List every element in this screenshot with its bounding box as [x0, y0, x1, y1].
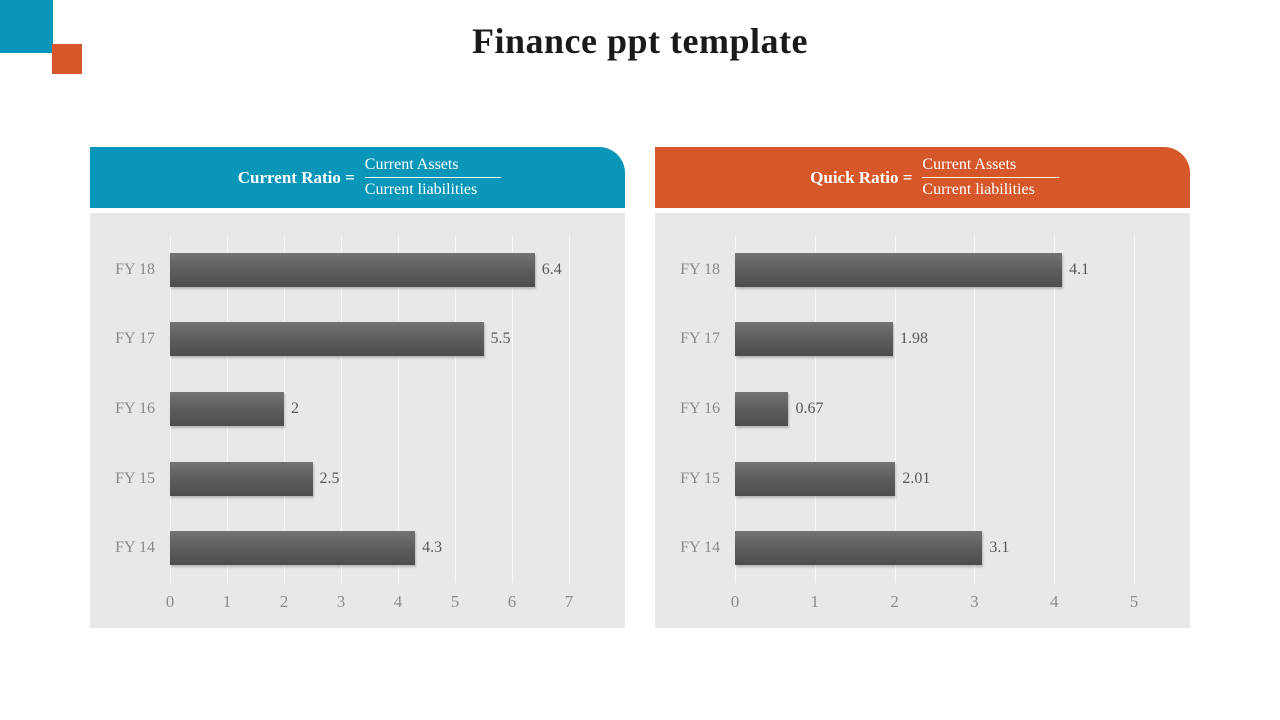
chart-row: FY 18 6.4 — [90, 235, 625, 305]
current-ratio-header: Current Ratio = Current Assets Current l… — [90, 147, 625, 208]
bar-track: 2 — [170, 391, 569, 426]
bar-fy-14 — [170, 531, 416, 566]
chart-row: FY 14 3.1 — [655, 513, 1190, 583]
gridline — [341, 235, 342, 583]
x-axis-tick-label: 4 — [1049, 592, 1059, 611]
quick-ratio-x-axis: 0 1 2 3 4 5 — [731, 583, 1139, 628]
bar-fy-18 — [735, 252, 1063, 287]
x-axis-tick-label: 6 — [507, 592, 517, 611]
gridline — [569, 235, 570, 583]
value-label: 2 — [291, 399, 299, 417]
bar-track: 4.1 — [735, 252, 1134, 287]
decor-orange-square — [52, 44, 82, 74]
category-label: FY 16 — [680, 399, 720, 417]
current-ratio-formula-label: Current Ratio = — [237, 167, 355, 187]
quick-ratio-plot: FY 18 4.1 FY 17 1.98 FY 16 0.67 FY 15 2.01 FY 14… — [655, 213, 1190, 628]
current-ratio-fraction: Current Assets Current liabilities — [364, 155, 502, 200]
gridline — [1134, 235, 1135, 583]
x-axis-tick-label: 1 — [810, 592, 820, 611]
category-label: FY 17 — [115, 330, 155, 348]
bar-fy-15 — [735, 461, 896, 496]
category-label: FY 16 — [115, 399, 155, 417]
x-axis-tick-label: 3 — [970, 592, 979, 611]
chart-row: FY 15 2.5 — [90, 444, 625, 514]
category-label: FY 15 — [115, 469, 155, 487]
current-ratio-bars: FY 18 6.4 FY 17 5.5 FY 16 2 FY 15 2.5 FY 14 4.3 — [90, 235, 625, 583]
bar-fy-14 — [735, 531, 983, 566]
fraction-denominator: Current liabilities — [364, 181, 478, 198]
category-label: FY 14 — [680, 539, 720, 557]
bar-track: 2.01 — [735, 461, 1134, 496]
x-axis-tick-label: 7 — [564, 592, 574, 611]
value-label: 1.98 — [900, 330, 928, 348]
gridline — [284, 235, 285, 583]
current-ratio-chart-card: Current Ratio = Current Assets Current l… — [90, 147, 625, 628]
value-label: 4.3 — [422, 539, 443, 557]
value-label: 6.4 — [541, 260, 562, 278]
slide-title: Finance ppt template — [472, 21, 808, 61]
gridline — [455, 235, 456, 583]
x-axis-tick-label: 1 — [222, 592, 232, 611]
x-axis-tick-label: 0 — [730, 592, 740, 611]
gridline — [894, 235, 896, 583]
fraction-numerator: Current Assets — [364, 155, 502, 178]
bar-fy-17 — [170, 322, 484, 357]
bar-fy-15 — [170, 461, 313, 496]
bar-fy-17 — [735, 322, 893, 357]
value-label: 0.67 — [795, 399, 824, 417]
gridline — [512, 235, 513, 583]
quick-ratio-fraction: Current Assets Current liabilities — [922, 155, 1059, 200]
gridline — [1054, 235, 1056, 583]
quick-ratio-header: Quick Ratio = Current Assets Current lia… — [655, 147, 1190, 208]
bar-track: 1.98 — [735, 322, 1134, 357]
chart-row: FY 15 2.01 — [655, 444, 1190, 514]
fraction-numerator: Current Assets — [922, 155, 1059, 178]
chart-row: FY 17 5.5 — [90, 305, 625, 375]
value-label: 5.5 — [490, 330, 511, 348]
quick-ratio-bars: FY 18 4.1 FY 17 1.98 FY 16 0.67 FY 15 2.01 FY 14… — [655, 235, 1190, 583]
x-axis-tick-label: 4 — [393, 592, 403, 611]
bar-track: 6.4 — [170, 252, 569, 287]
bar-fy-16 — [170, 391, 284, 426]
chart-row: FY 14 4.3 — [90, 513, 625, 583]
gridline — [974, 235, 976, 583]
value-label: 4.1 — [1069, 260, 1090, 278]
category-label: FY 18 — [115, 260, 155, 278]
gridline — [398, 235, 399, 583]
x-axis-tick-label: 0 — [165, 592, 175, 611]
quick-ratio-formula-label: Quick Ratio = — [810, 167, 913, 187]
bar-track: 4.3 — [170, 531, 569, 566]
value-label: 3.1 — [989, 539, 1010, 557]
current-ratio-plot: FY 18 6.4 FY 17 5.5 FY 16 2 FY 15 2.5 FY 14 4.3 0… — [90, 213, 625, 628]
bar-track: 0.67 — [735, 391, 1134, 426]
bar-track: 2.5 — [170, 461, 569, 496]
bar-fy-16 — [735, 391, 789, 426]
x-axis-tick-label: 5 — [450, 592, 460, 611]
fraction-denominator: Current liabilities — [922, 181, 1035, 198]
bar-track: 3.1 — [735, 531, 1134, 566]
value-label: 2.5 — [319, 469, 340, 487]
chart-row: FY 17 1.98 — [655, 305, 1190, 375]
category-label: FY 18 — [680, 260, 720, 278]
current-ratio-x-axis: 0 1 2 3 4 5 6 7 — [166, 583, 574, 628]
chart-row: FY 16 0.67 — [655, 374, 1190, 444]
x-axis-tick-label: 2 — [890, 592, 899, 611]
quick-ratio-chart-card: Quick Ratio = Current Assets Current lia… — [655, 147, 1190, 628]
x-axis-tick-label: 2 — [279, 592, 289, 611]
bar-fy-18 — [170, 252, 535, 287]
category-label: FY 15 — [680, 469, 720, 487]
x-axis-tick-label: 5 — [1129, 592, 1139, 611]
chart-row: FY 18 4.1 — [655, 235, 1190, 305]
category-label: FY 14 — [115, 539, 155, 557]
value-label: 2.01 — [902, 469, 931, 487]
category-label: FY 17 — [680, 330, 720, 348]
bar-track: 5.5 — [170, 322, 569, 357]
x-axis-tick-label: 3 — [336, 592, 346, 611]
decor-teal-square — [0, 0, 53, 53]
gridline — [814, 235, 816, 583]
chart-row: FY 16 2 — [90, 374, 625, 444]
